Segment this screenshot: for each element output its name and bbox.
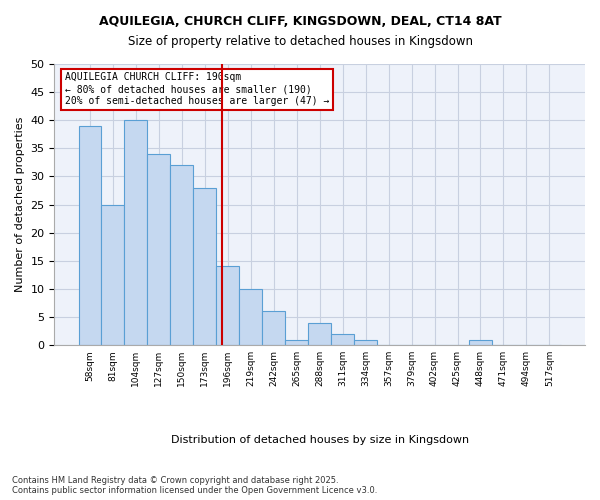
Bar xyxy=(331,334,354,345)
Bar xyxy=(354,340,377,345)
Text: Size of property relative to detached houses in Kingsdown: Size of property relative to detached ho… xyxy=(128,35,473,48)
Bar xyxy=(217,266,239,345)
Y-axis label: Number of detached properties: Number of detached properties xyxy=(15,117,25,292)
Bar xyxy=(148,154,170,345)
Bar xyxy=(285,340,308,345)
Bar xyxy=(170,165,193,345)
Text: Contains HM Land Registry data © Crown copyright and database right 2025.
Contai: Contains HM Land Registry data © Crown c… xyxy=(12,476,377,495)
Bar xyxy=(308,322,331,345)
Bar xyxy=(79,126,101,345)
Text: AQUILEGIA, CHURCH CLIFF, KINGSDOWN, DEAL, CT14 8AT: AQUILEGIA, CHURCH CLIFF, KINGSDOWN, DEAL… xyxy=(98,15,502,28)
Bar xyxy=(262,312,285,345)
Text: AQUILEGIA CHURCH CLIFF: 190sqm
← 80% of detached houses are smaller (190)
20% of: AQUILEGIA CHURCH CLIFF: 190sqm ← 80% of … xyxy=(65,72,329,106)
Bar xyxy=(124,120,148,345)
X-axis label: Distribution of detached houses by size in Kingsdown: Distribution of detached houses by size … xyxy=(170,435,469,445)
Bar xyxy=(193,188,217,345)
Bar xyxy=(101,204,124,345)
Bar xyxy=(239,289,262,345)
Bar xyxy=(469,340,492,345)
